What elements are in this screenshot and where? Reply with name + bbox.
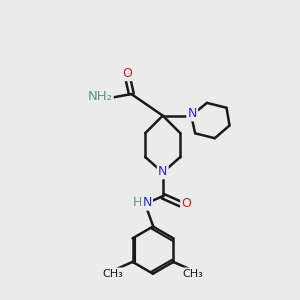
Text: N: N — [188, 107, 197, 120]
Text: N: N — [142, 196, 152, 209]
Text: O: O — [182, 197, 191, 211]
Text: O: O — [122, 67, 132, 80]
Text: NH₂: NH₂ — [87, 91, 112, 103]
Text: N: N — [158, 165, 167, 178]
Text: CH₃: CH₃ — [183, 269, 203, 279]
Text: H: H — [133, 196, 142, 209]
Text: CH₃: CH₃ — [103, 269, 123, 279]
